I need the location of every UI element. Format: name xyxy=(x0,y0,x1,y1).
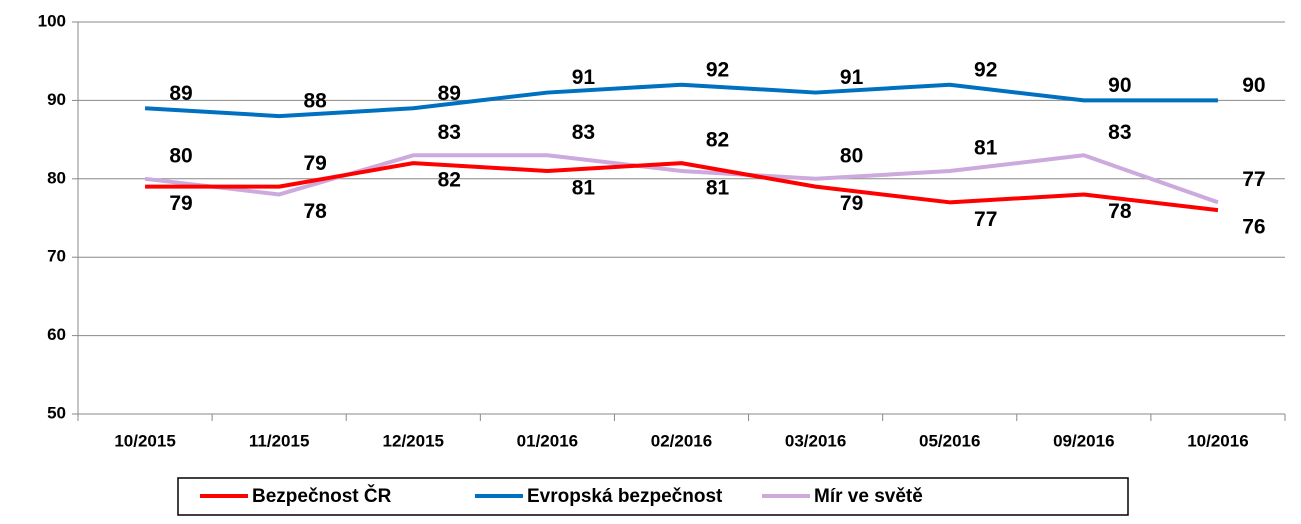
data-label: 78 xyxy=(1108,200,1132,223)
y-tick-label: 50 xyxy=(47,403,66,422)
data-label: 79 xyxy=(169,192,192,215)
data-label: 91 xyxy=(572,66,596,89)
data-label: 83 xyxy=(438,121,461,144)
legend-box xyxy=(177,477,1129,516)
data-label: 76 xyxy=(1242,216,1265,239)
data-label: 89 xyxy=(438,82,461,105)
x-tick-label: 09/2016 xyxy=(1053,431,1114,450)
data-label: 77 xyxy=(1242,168,1265,191)
y-tick-label: 90 xyxy=(47,90,66,109)
data-label: 83 xyxy=(1108,121,1131,144)
data-label: 81 xyxy=(572,177,596,200)
data-label: 82 xyxy=(706,129,729,152)
x-tick-label: 01/2016 xyxy=(517,431,578,450)
data-label: 82 xyxy=(438,169,461,192)
x-tick-label: 10/2016 xyxy=(1187,431,1248,450)
data-label: 79 xyxy=(303,152,326,175)
data-label: 92 xyxy=(974,58,997,81)
line-series xyxy=(144,82,1218,119)
data-label: 90 xyxy=(1242,74,1265,97)
y-tick-label: 80 xyxy=(47,168,66,187)
data-label: 89 xyxy=(169,82,192,105)
legend-label: Mír ve světě xyxy=(814,486,923,507)
x-tick-label: 11/2015 xyxy=(249,431,310,450)
y-tick-label: 100 xyxy=(38,11,66,30)
x-tick-label: 03/2016 xyxy=(785,431,846,450)
y-tick-label: 70 xyxy=(47,247,66,266)
data-label: 92 xyxy=(706,58,729,81)
data-label: 91 xyxy=(840,66,864,89)
y-tick-label: 60 xyxy=(47,325,66,344)
data-label: 79 xyxy=(840,192,863,215)
x-tick-label: 10/2015 xyxy=(114,431,175,450)
x-tick-label: 05/2016 xyxy=(919,431,980,450)
data-label: 81 xyxy=(706,177,730,200)
data-label: 88 xyxy=(303,90,327,113)
x-tick-label: 02/2016 xyxy=(651,431,712,450)
legend-label: Evropská bezpečnost xyxy=(527,486,723,507)
data-label: 90 xyxy=(1108,74,1131,97)
data-label: 80 xyxy=(169,144,192,167)
x-tick-label: 12/2015 xyxy=(383,431,444,450)
data-label: 83 xyxy=(572,121,595,144)
data-label: 78 xyxy=(303,200,327,223)
line-series xyxy=(144,153,1219,205)
data-label: 80 xyxy=(840,144,863,167)
data-label: 77 xyxy=(974,208,997,231)
legend-label: Bezpečnost ČR xyxy=(252,485,392,507)
data-label: 81 xyxy=(974,137,998,160)
line-series xyxy=(145,161,1219,213)
